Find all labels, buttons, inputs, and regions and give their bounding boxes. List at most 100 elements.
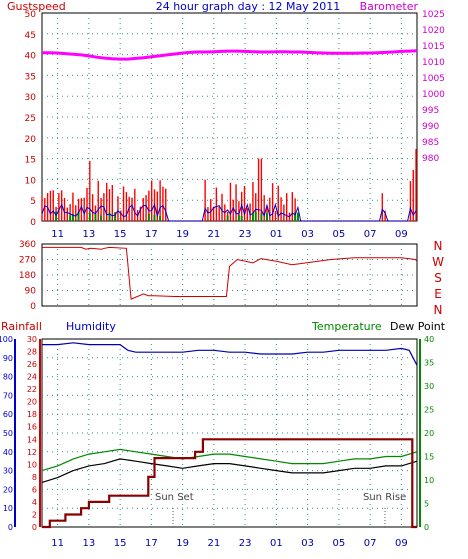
humidity-tick-label: 100 — [0, 335, 13, 344]
gust-tick-label: 50 — [25, 10, 37, 20]
humidity-tick-label: 40 — [3, 448, 13, 457]
direction-tick-label: 180 — [19, 271, 36, 281]
temperature-axis-ticks: 0 5 10 15 20 25 30 35 40 — [419, 335, 434, 532]
humidity-tick-label: 20 — [3, 485, 13, 494]
temperature-tick-label: 20 — [424, 429, 434, 438]
x-tick-label: 19 — [176, 229, 189, 240]
dewpoint-label: Dew Point — [390, 320, 446, 333]
temperature-tick-label: 30 — [424, 382, 434, 391]
x-tick-label: 23 — [239, 229, 252, 240]
rainfall-tick-label: 4 — [32, 498, 37, 507]
gust-tick-label: 25 — [25, 114, 36, 124]
gust-tick-label: 35 — [25, 72, 36, 82]
x-tick-label: 23 — [239, 538, 252, 549]
chart-title: 24 hour graph day : 12 May 2011 — [156, 0, 341, 13]
baro-tick-label: 1025 — [422, 10, 445, 20]
direction-panel-frame — [41, 243, 418, 307]
x-tick-label: 01 — [270, 229, 283, 240]
baro-tick-label: 985 — [422, 138, 439, 148]
rainfall-tick-label: 16 — [27, 423, 37, 432]
baro-tick-label: 1005 — [422, 74, 445, 84]
baro-tick-label: 1010 — [422, 58, 445, 68]
humidity-axis-ticks: 0 10 20 30 40 50 60 70 80 90 100 — [0, 335, 16, 532]
compass-label: N — [434, 303, 443, 317]
baro-tick-label: 990 — [422, 122, 439, 132]
rainfall-tick-label: 22 — [27, 385, 37, 394]
baro-tick-label: 1020 — [422, 26, 445, 36]
baro-tick-label: 1000 — [422, 90, 445, 100]
rainfall-line — [42, 438, 417, 529]
temperature-tick-label: 35 — [424, 359, 434, 368]
climate-panel-grid — [42, 339, 417, 527]
x-tick-label: 13 — [83, 229, 96, 240]
x-tick-label: 05 — [333, 538, 346, 549]
x-tick-label: 15 — [114, 538, 127, 549]
temperature-label: Temperature — [311, 320, 382, 333]
x-tick-label: 09 — [395, 229, 408, 240]
gustspeed-label: Gustspeed — [7, 0, 66, 13]
rainfall-label: Rainfall — [1, 320, 42, 333]
barometer-label: Barometer — [360, 0, 419, 13]
temperature-tick-label: 10 — [424, 476, 434, 485]
barometer-line — [42, 49, 418, 61]
gust-bars — [41, 148, 417, 222]
compass-label: W — [432, 255, 444, 269]
humidity-tick-label: 30 — [3, 467, 13, 476]
humidity-tick-label: 0 — [8, 523, 13, 532]
humidity-tick-label: 80 — [3, 373, 13, 382]
x-tick-label: 19 — [176, 538, 189, 549]
temperature-tick-label: 15 — [424, 453, 434, 462]
rainfall-tick-label: 20 — [27, 398, 37, 407]
rainfall-tick-label: 2 — [32, 510, 37, 519]
direction-tick-label: 270 — [19, 256, 36, 266]
x-tick-label: 21 — [208, 229, 221, 240]
wind-direction-line — [42, 246, 418, 300]
temperature-tick-label: 25 — [424, 406, 434, 415]
compass-label: N — [434, 239, 443, 253]
rainfall-tick-label: 30 — [27, 335, 37, 344]
x-tick-label: 15 — [114, 229, 127, 240]
rainfall-tick-label: 12 — [27, 448, 37, 457]
humidity-tick-label: 90 — [3, 354, 13, 363]
compass-label: S — [434, 271, 442, 285]
compass-label: E — [434, 287, 442, 301]
temperature-line — [41, 448, 418, 472]
direction-tick-label: 0 — [30, 302, 36, 312]
gust-tick-label: 0 — [30, 218, 36, 228]
x-tick-label: 07 — [364, 538, 377, 549]
direction-axis-ticks: 0 90 180 270 360 — [19, 240, 36, 312]
gust-tick-label: 20 — [25, 135, 37, 145]
windspeed-line — [41, 202, 417, 222]
sunrise-label: Sun Rise — [363, 492, 406, 503]
temperature-tick-label: 5 — [424, 500, 429, 509]
humidity-label: Humidity — [66, 320, 116, 333]
rainfall-tick-label: 28 — [27, 348, 37, 357]
humidity-line — [42, 342, 418, 366]
x-tick-label: 17 — [145, 229, 158, 240]
x-tick-label: 13 — [83, 538, 96, 549]
rainfall-tick-label: 26 — [27, 360, 37, 369]
barometer-axis-ticks: 980 985 990 995 1000 1005 1010 1015 1020 1025 — [422, 10, 445, 164]
gust-tick-label: 15 — [25, 156, 36, 166]
direction-tick-label: 360 — [19, 240, 36, 250]
temperature-tick-label: 0 — [424, 523, 429, 532]
x-tick-label: 17 — [145, 538, 158, 549]
humidity-tick-label: 10 — [3, 504, 13, 513]
rainfall-tick-label: 8 — [32, 473, 37, 482]
direction-panel-grid — [42, 244, 417, 306]
x-tick-label: 11 — [51, 538, 64, 549]
sunset-label: Sun Set — [155, 492, 194, 503]
rainfall-tick-label: 14 — [27, 435, 37, 444]
gust-tick-label: 5 — [30, 197, 36, 207]
x-tick-label: 21 — [208, 538, 221, 549]
gust-tick-label: 40 — [25, 52, 37, 62]
direction-tick-label: 90 — [25, 287, 37, 297]
gust-x-ticks: 11 13 15 17 19 21 23 01 03 05 07 09 — [51, 229, 407, 240]
gust-tick-label: 30 — [25, 93, 37, 103]
gust-tick-label: 10 — [25, 176, 37, 186]
temperature-tick-label: 40 — [424, 335, 434, 344]
climate-panel-frame — [41, 338, 418, 528]
humidity-tick-label: 70 — [3, 391, 13, 400]
